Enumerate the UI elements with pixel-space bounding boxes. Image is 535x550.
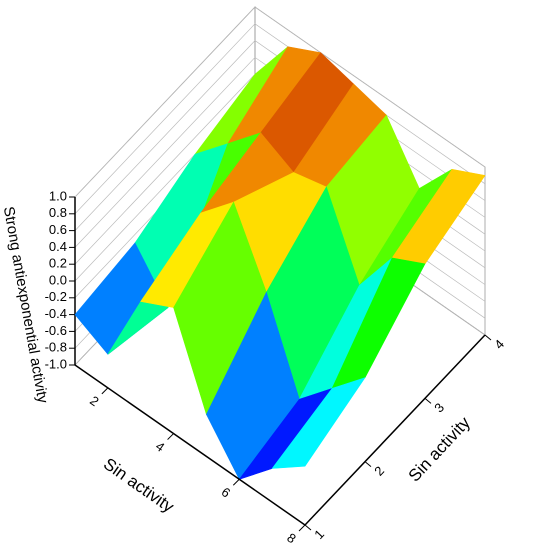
z-tick-label: -0.8 — [45, 340, 67, 355]
x-tick-label: 8 — [284, 530, 299, 546]
grid-line — [74, 6, 486, 198]
y-tick — [364, 461, 372, 468]
z-tick-label: 0.6 — [49, 222, 67, 237]
grid-line — [74, 23, 486, 215]
z-tick-label: 1.0 — [49, 188, 67, 203]
y-tick — [424, 397, 432, 404]
z-tick-label: 0.0 — [49, 272, 67, 287]
y-tick — [484, 334, 492, 341]
z-tick-label: -0.2 — [45, 289, 67, 304]
z-tick-label: 0.8 — [49, 205, 67, 220]
surface-patch — [271, 377, 366, 469]
grid-line — [74, 40, 486, 231]
z-tick-label: -0.6 — [45, 323, 67, 338]
y-tick-label: 2 — [371, 463, 387, 479]
x-tick — [101, 387, 109, 395]
z-tick-label: 0.4 — [49, 239, 67, 254]
x-tick-label: 2 — [87, 393, 102, 409]
x-tick-label: 4 — [153, 438, 168, 454]
z-tick-label: -1.0 — [45, 356, 67, 371]
y-axis — [304, 334, 486, 526]
x-axis-label: Sin activity — [100, 454, 178, 516]
y-tick — [304, 524, 312, 531]
z-tick-label: 0.2 — [49, 256, 67, 271]
x-tick — [232, 478, 240, 486]
y-tick-label: 3 — [431, 400, 447, 416]
z-tick-label: -0.4 — [45, 306, 67, 321]
z-axis-label: Strong antiexponential activity — [0, 205, 51, 405]
x-tick-label: 6 — [219, 484, 234, 500]
y-axis-label: Sin activity — [405, 413, 475, 486]
y-tick-label: 1 — [311, 527, 327, 543]
x-tick — [298, 524, 306, 532]
y-tick-label: 4 — [491, 337, 507, 353]
x-tick — [167, 433, 174, 440]
x-axis — [74, 364, 306, 526]
